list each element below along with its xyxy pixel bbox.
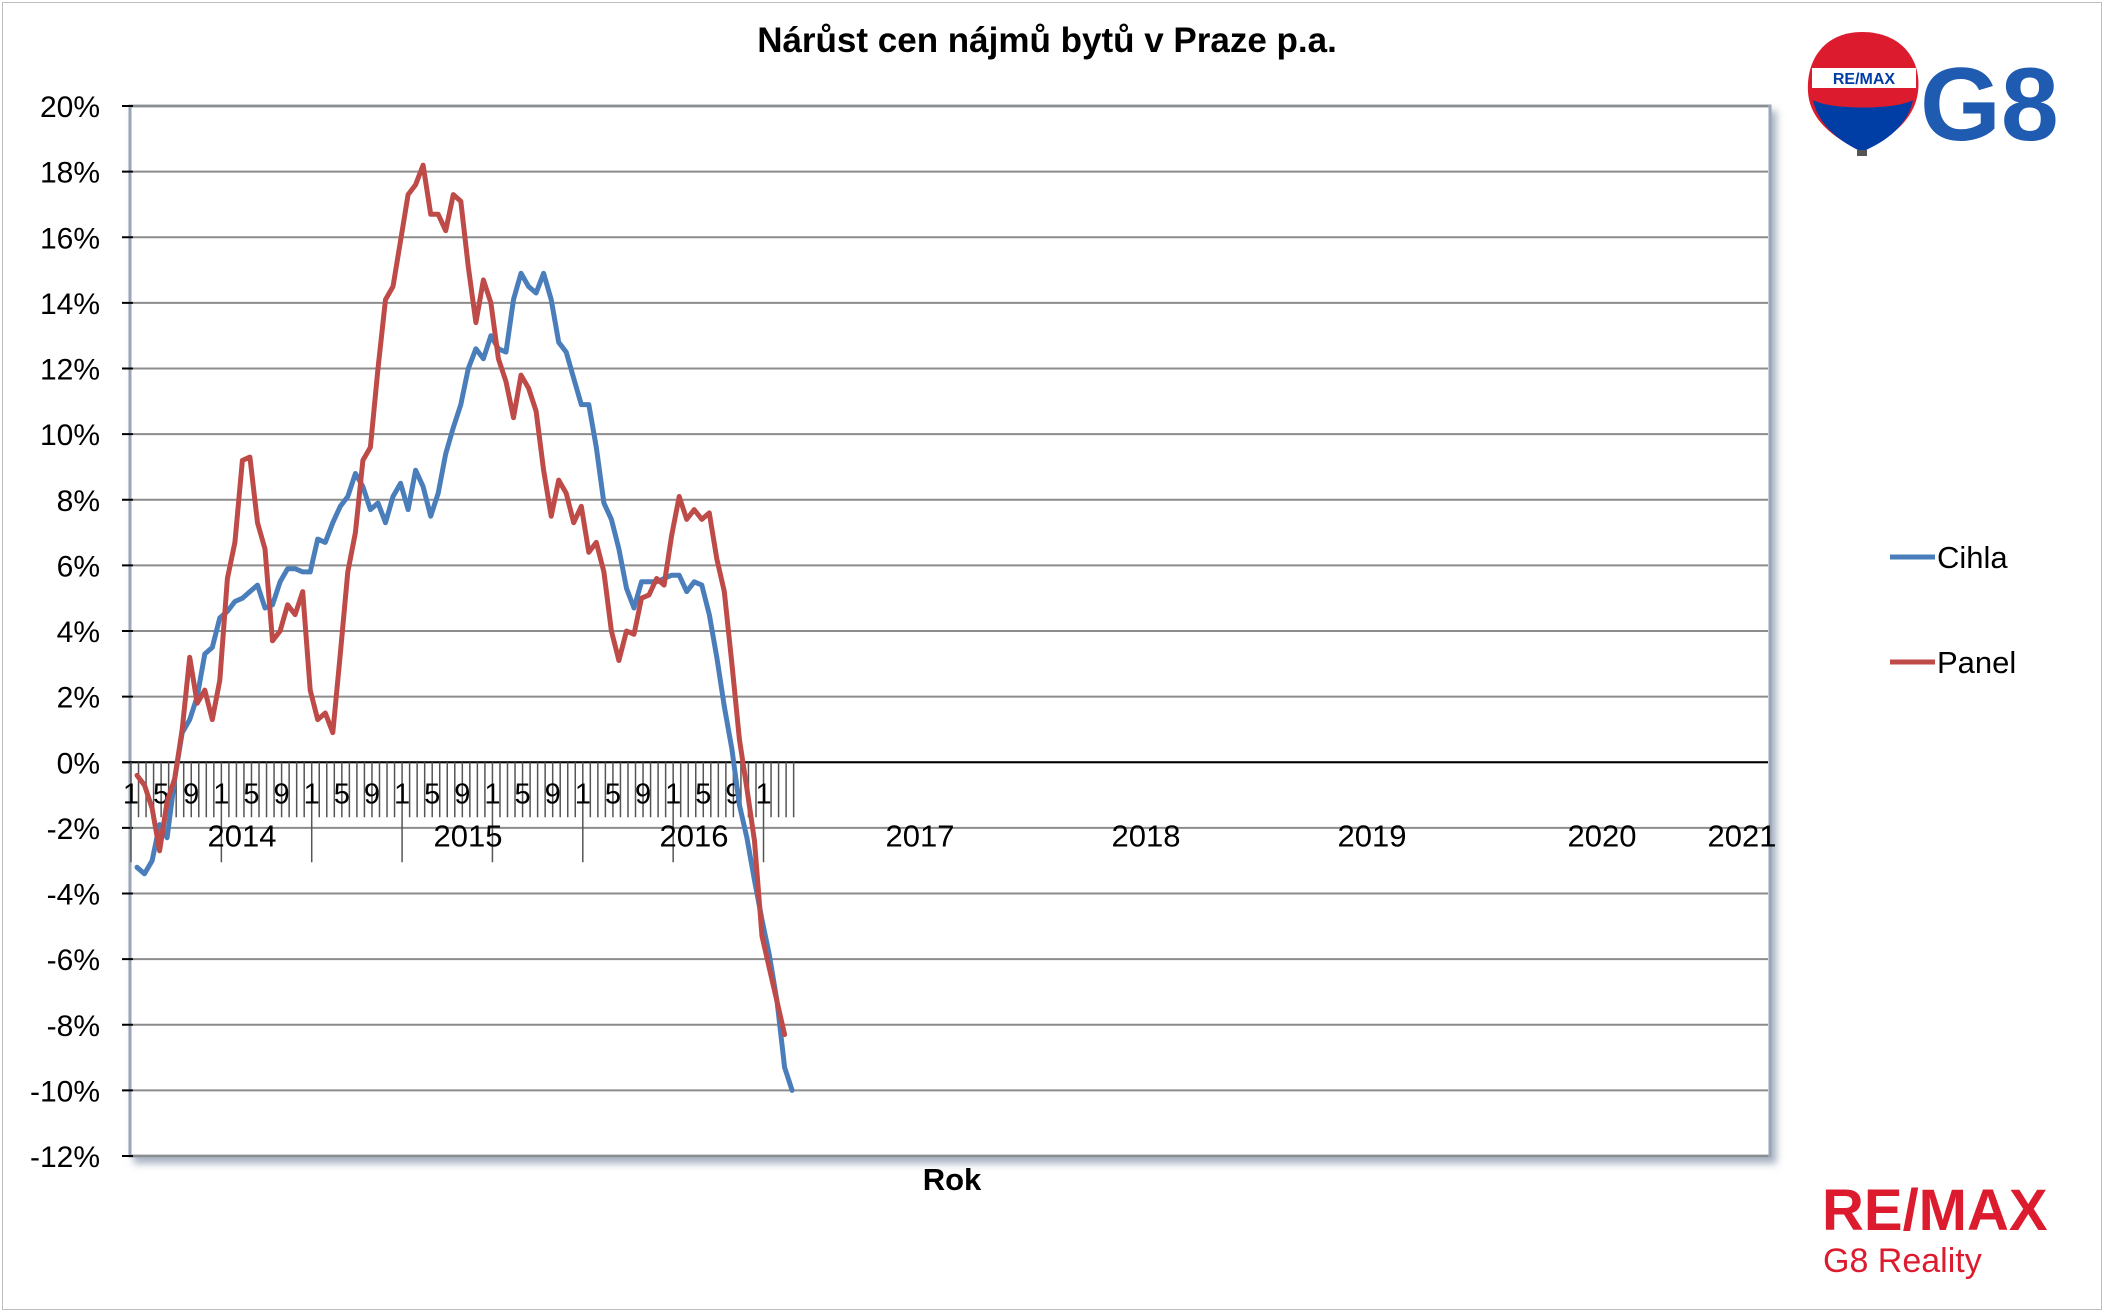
x-tick-label: 9	[635, 778, 651, 810]
balloon-text: RE/MAX	[1833, 71, 1896, 88]
y-tick-label: -8%	[47, 1010, 100, 1043]
x-year-label: 2016	[660, 818, 729, 853]
series-line-panel	[134, 162, 788, 1038]
x-tick-label: 5	[424, 778, 440, 810]
x-tick-label: 9	[274, 778, 290, 810]
remax-sub-logo: G8 Reality	[1823, 1242, 1982, 1280]
y-tick-label: 20%	[40, 91, 100, 124]
legend-cihla-label: Cihla	[1937, 540, 2008, 575]
y-tick-label: 2%	[57, 682, 100, 715]
g8-logo: G8	[1920, 47, 2059, 163]
x-tick-label: 1	[304, 778, 320, 810]
x-year-label: 2014	[208, 818, 277, 853]
y-tick-label: -2%	[47, 813, 100, 846]
x-year-label: 2018	[1112, 818, 1181, 853]
y-axis-ticks: 20% 18% 16% 14% 12% 10% 8% 6% 4% 2% 0% -2% -4% -6% -8%…	[30, 91, 133, 1174]
y-tick-label: -4%	[47, 879, 100, 912]
legend-panel-label: Panel	[1937, 645, 2016, 680]
x-tick-label: 1	[575, 778, 591, 810]
y-tick-label: 12%	[40, 354, 100, 387]
x-tick-label: 1	[665, 778, 681, 810]
y-tick-label: 8%	[57, 485, 100, 518]
x-year-label: 2017	[886, 818, 955, 853]
remax-balloon-logo: RE/MAX	[1807, 32, 1919, 156]
series-lines	[134, 162, 795, 1093]
x-tick-label: 5	[695, 778, 711, 810]
y-tick-label: 6%	[57, 550, 100, 583]
chart-title: Nárůst cen nájmů bytů v Praze p.a.	[757, 21, 1337, 60]
x-tick-label: 1	[394, 778, 410, 810]
x-tick-label: 1	[484, 778, 500, 810]
y-tick-label: -12%	[30, 1141, 100, 1174]
x-year-label: 2015	[434, 818, 503, 853]
x-tick-label: 5	[514, 778, 530, 810]
remax-logo: RE/MAX	[1822, 1178, 2048, 1243]
x-tick-label: 1	[755, 778, 771, 810]
y-tick-label: 10%	[40, 419, 100, 452]
x-tick-label: 5	[243, 778, 259, 810]
x-tick-label: 1	[123, 778, 139, 810]
x-tick-label: 9	[183, 778, 199, 810]
y-tick-label: 16%	[40, 222, 100, 255]
y-tick-label: -6%	[47, 944, 100, 977]
x-year-label: 2019	[1338, 818, 1407, 853]
x-year-label: 2021	[1708, 818, 1777, 853]
x-tick-label: 5	[605, 778, 621, 810]
x-tick-label: 9	[364, 778, 380, 810]
x-tick-label: 9	[545, 778, 561, 810]
y-tick-label: -10%	[30, 1075, 100, 1108]
y-tick-label: 18%	[40, 157, 100, 190]
x-tick-label: 9	[454, 778, 470, 810]
x-tick-label: 5	[334, 778, 350, 810]
legend: Cihla Panel	[1890, 540, 2016, 680]
y-tick-label: 14%	[40, 288, 100, 321]
series-line-cihla	[134, 270, 795, 1093]
x-axis-label: Rok	[923, 1162, 982, 1197]
y-tick-label: 4%	[57, 616, 100, 649]
x-tick-label: 1	[213, 778, 229, 810]
x-year-label: 2020	[1568, 818, 1637, 853]
y-tick-label: 0%	[57, 747, 100, 780]
